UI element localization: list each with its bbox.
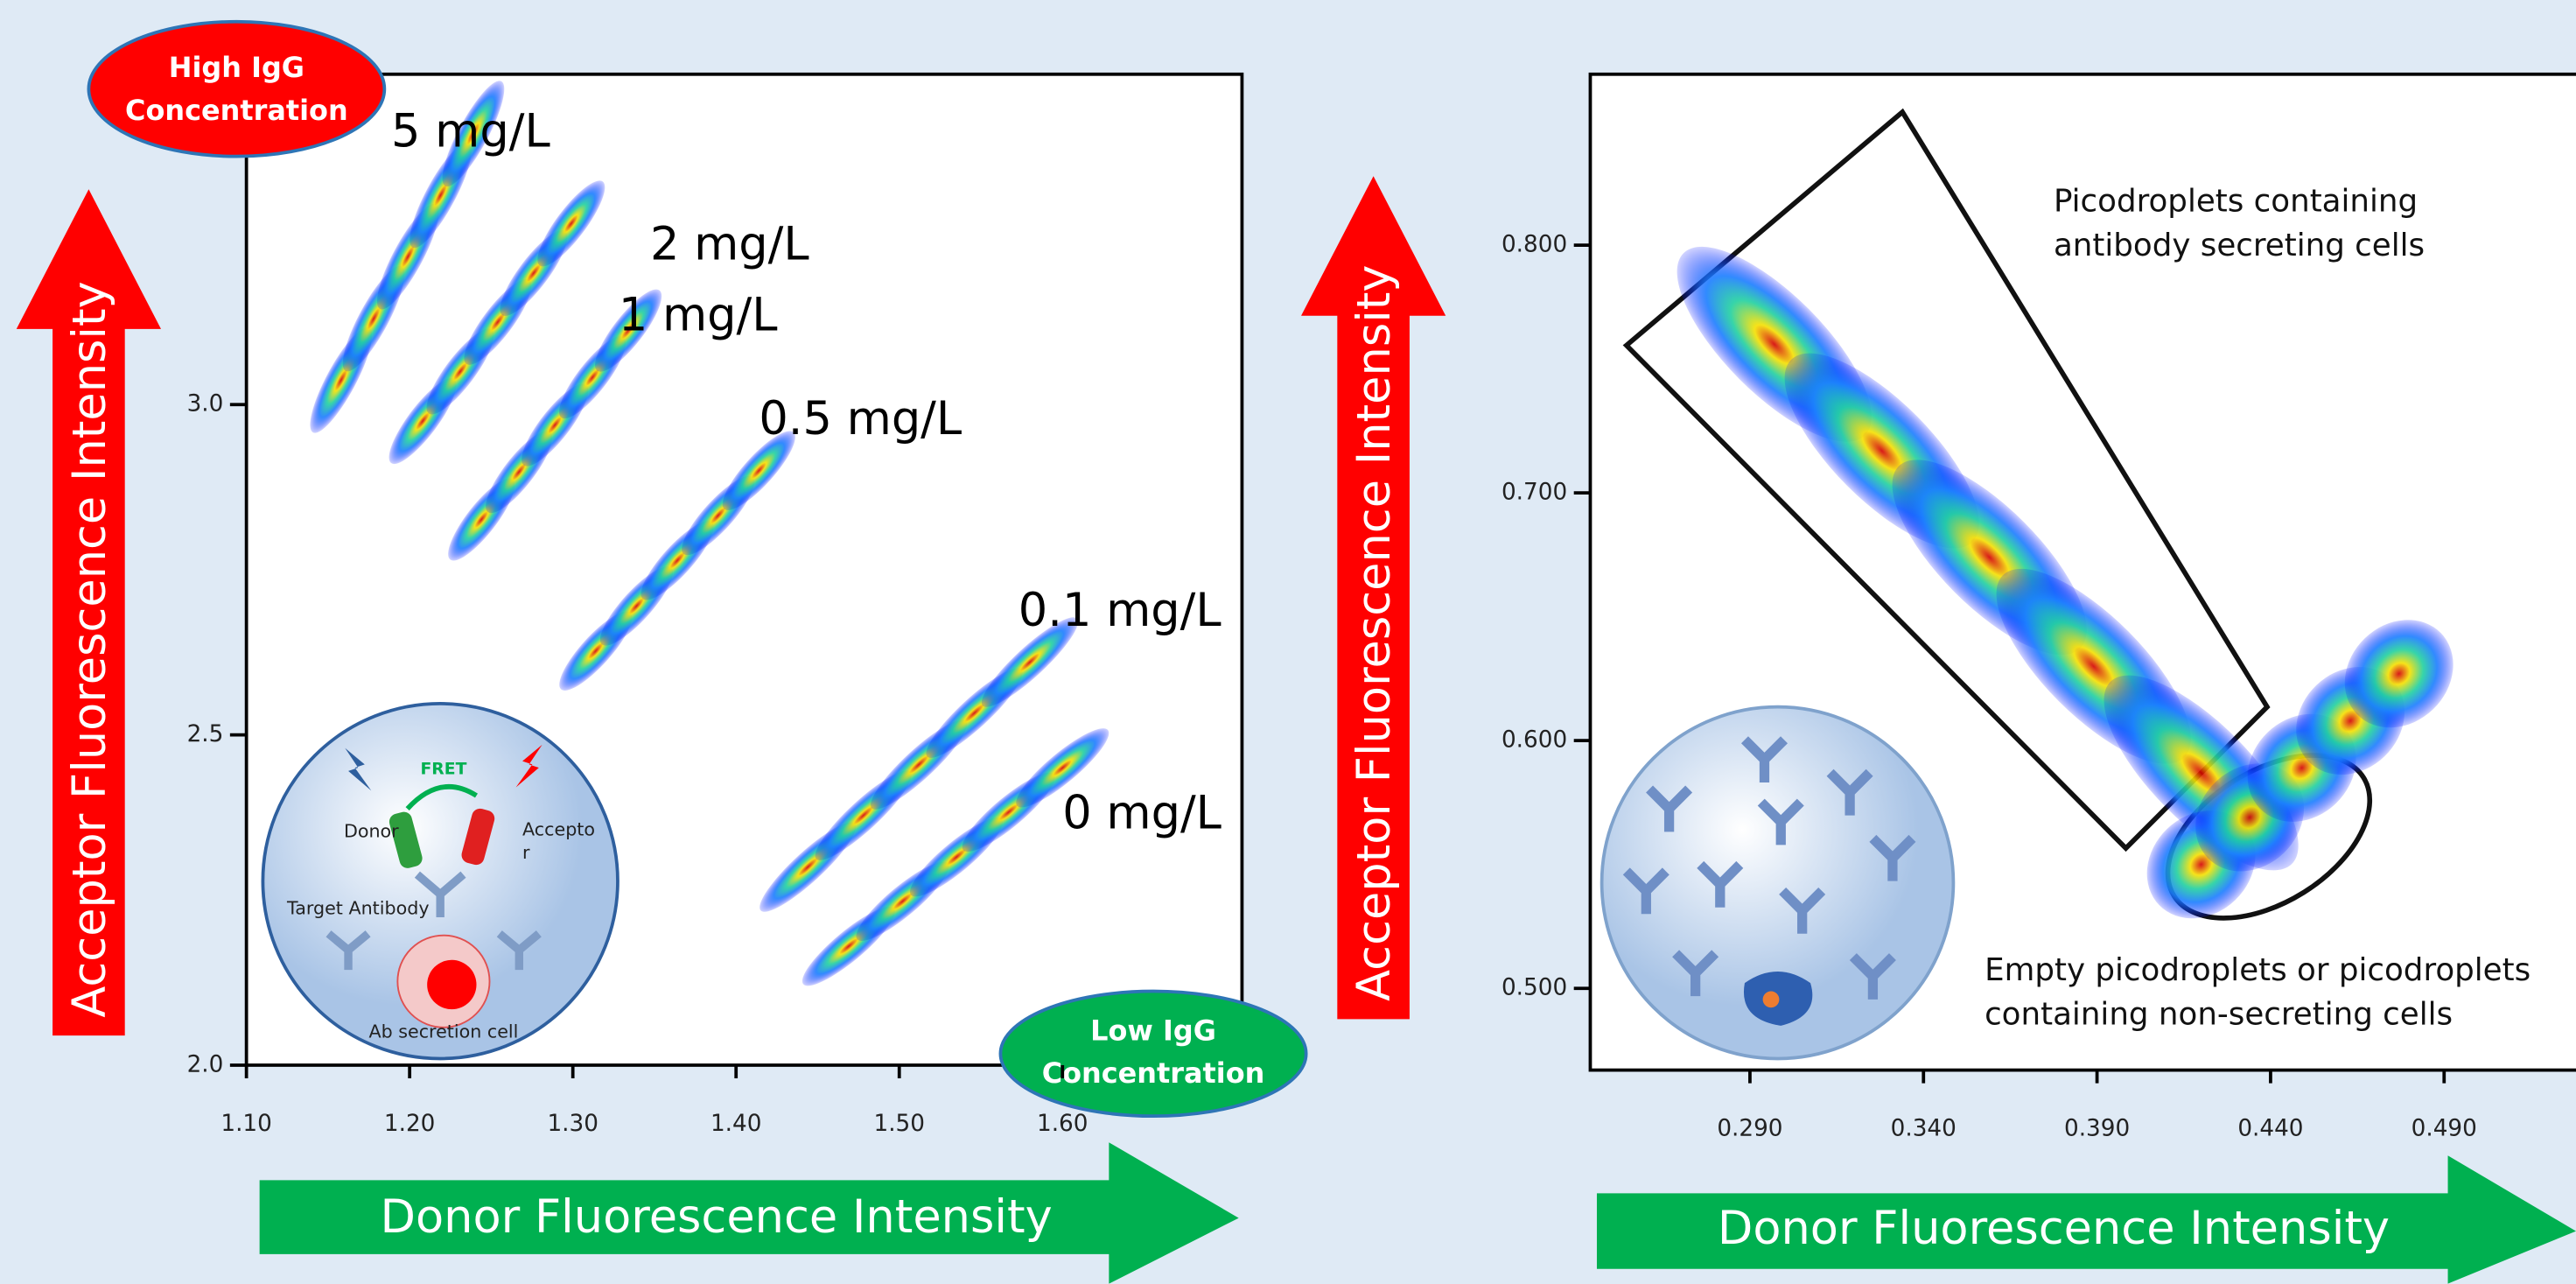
inset-text: Donor [344, 820, 399, 841]
inset-text: Ab secretion cell [368, 1021, 518, 1042]
x-tick-label: 1.40 [710, 1111, 761, 1137]
series-label: 0.1 mg/L [1018, 584, 1222, 637]
x-tick-label: 0.290 [1717, 1116, 1782, 1142]
point [981, 617, 1079, 707]
y-tick-label: 2.5 [187, 721, 224, 747]
inset-text: Accepto [522, 818, 595, 839]
series-label: 5 mg/L [391, 104, 550, 158]
point [537, 180, 606, 267]
series-label: 2 mg/L [650, 217, 809, 270]
annotation: Empty picodroplets or picodroplets [1984, 952, 2530, 988]
y-axis-label: Acceptor Fluorescence Intensity [63, 281, 116, 1017]
x-tick-label: 1.50 [873, 1111, 924, 1137]
x-arrow [259, 1142, 1239, 1284]
annotation: antibody secreting cells [2054, 228, 2425, 263]
inset-left: FRET Donor Accepto r Target Antibody Ab … [261, 702, 620, 1061]
gate [1622, 108, 2271, 852]
annotation: containing non-secreting cells [1984, 997, 2453, 1033]
x-tick-label: 0.340 [1891, 1116, 1956, 1142]
point [595, 289, 662, 372]
inset-text: r [522, 842, 530, 863]
y-tick-label: 3.0 [187, 391, 224, 417]
y-tick-label: 0.800 [1502, 232, 1567, 258]
y-tick-label: 2.0 [187, 1051, 224, 1077]
badge-text: Concentration [125, 94, 348, 127]
y-tick-label: 0.700 [1502, 480, 1567, 506]
x-arrow [1596, 1155, 2576, 1284]
x-tick-label: 1.30 [547, 1111, 598, 1137]
x-tick-label: 1.20 [384, 1111, 435, 1137]
data-layer [1676, 246, 2454, 919]
x-tick-label: 0.440 [2237, 1116, 2303, 1142]
x-axis-label: Donor Fluorescence Intensity [1718, 1202, 2390, 1255]
badge-text: High IgG [169, 51, 304, 84]
x-axis-label: Donor Fluorescence Intensity [381, 1190, 1053, 1244]
point [722, 431, 795, 510]
inset-right [1600, 705, 1956, 1061]
x-tick-label: 1.60 [1037, 1111, 1088, 1137]
y-arrow [16, 189, 161, 1036]
y-arrow [1301, 176, 1446, 1020]
y-tick-label: 0.600 [1502, 727, 1567, 754]
point [442, 81, 505, 187]
badge-text: Concentration [1042, 1056, 1265, 1090]
point [1016, 728, 1110, 808]
x-tick-label: 0.490 [2412, 1116, 2477, 1142]
y-axis-label: Acceptor Fluorescence Intensity [1348, 264, 1401, 1000]
inset-text: Target Antibody [286, 898, 430, 919]
annotation: Picodroplets containing [2054, 183, 2418, 219]
badge-text: Low IgG [1090, 1014, 1216, 1047]
y-tick-label: 0.500 [1502, 975, 1567, 1001]
series-label: 0.5 mg/L [759, 392, 962, 446]
series-label: 1 mg/L [619, 288, 778, 341]
point [2344, 620, 2454, 728]
badge [998, 989, 1308, 1119]
badge [87, 19, 387, 158]
inset-text: FRET [420, 761, 466, 779]
series-label: 0 mg/L [1062, 786, 1222, 839]
x-tick-label: 1.10 [220, 1111, 271, 1137]
x-tick-label: 0.390 [2064, 1116, 2130, 1142]
data-layer [310, 81, 1110, 986]
